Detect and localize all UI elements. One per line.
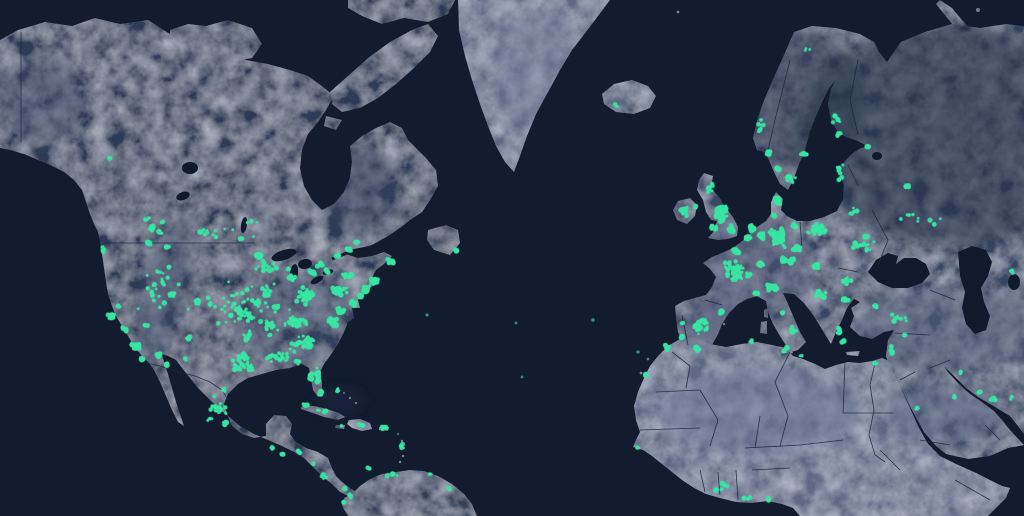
border-finland-russia: [849, 59, 859, 136]
border-west-africa-2: [717, 471, 721, 496]
border-mali-algeria: [699, 389, 719, 447]
activity-dots-layer: [100, 47, 1015, 505]
border-baltics-russia: [847, 164, 859, 186]
landmass-newfoundland: [427, 225, 460, 255]
border-west-africa-3: [735, 469, 739, 501]
border-jordan-saudi: [899, 371, 916, 381]
lake-superior: [271, 248, 297, 262]
st-lawrence-river: [331, 238, 391, 261]
border-sahara: [655, 389, 701, 393]
landmass-north-america: [0, 18, 438, 496]
border-libya-egypt: [842, 361, 846, 414]
bahamas-shelf: [316, 389, 364, 411]
border-algeria-libya: [774, 351, 791, 447]
border-niger-nigeria: [751, 467, 791, 471]
border-saudi-yemen: [919, 439, 951, 446]
border-turkey-syria: [894, 332, 931, 336]
border-ethiopia-somalia: [954, 479, 991, 501]
border-saudi-iraq: [929, 359, 951, 369]
landmass-corsica: [764, 308, 768, 318]
landmass-southampton: [324, 116, 342, 130]
border-germany-poland: [799, 221, 803, 249]
lake-winnipeg: [240, 217, 248, 233]
great-bear-lake: [182, 162, 198, 174]
aral-sea: [1008, 274, 1020, 290]
border-morocco-algeria: [671, 351, 691, 389]
inland-water-layer: [176, 152, 1024, 445]
lake-huron: [298, 258, 312, 270]
landmass-crete: [846, 351, 860, 356]
border-layer: [20, 32, 1001, 501]
nile-river: [868, 362, 886, 463]
landmass-south-america: [342, 470, 477, 516]
landmass-ellesmere: [348, 0, 455, 24]
landmass-sardinia: [760, 321, 767, 334]
border-caucasus: [929, 289, 956, 301]
lake-erie: [310, 275, 324, 285]
border-sahel: [744, 439, 844, 449]
border-norway-sweden: [767, 59, 791, 151]
great-slave-lake: [176, 191, 190, 201]
border-sudan-ethiopia: [879, 449, 901, 471]
border-mauritania-mali: [639, 427, 701, 431]
border-west-africa-1: [699, 469, 706, 493]
caspian-sea: [958, 246, 992, 334]
black-sea: [868, 253, 930, 288]
border-pyrenees: [704, 299, 723, 306]
border-romania-ukraine: [837, 267, 859, 273]
border-niger-chad: [754, 415, 761, 449]
landmass-baffin-island: [330, 24, 438, 112]
border-spain-portugal: [681, 314, 689, 346]
lake-ladoga: [872, 152, 882, 160]
landmass-victoria-island: [170, 20, 262, 62]
border-saudi-oman: [984, 424, 1001, 441]
border-ukraine-russia: [871, 209, 889, 266]
